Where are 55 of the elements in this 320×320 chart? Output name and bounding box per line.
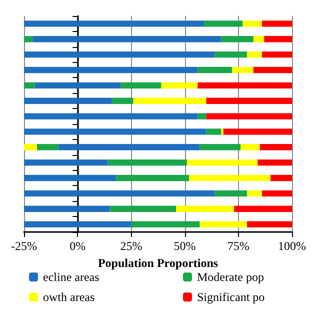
legend-label: Moderate pop [197, 270, 264, 284]
legend-label: Significant po [197, 290, 265, 304]
bar [253, 36, 264, 42]
x-tick-label: 75% [227, 239, 250, 253]
bar [262, 190, 292, 197]
bar [198, 82, 292, 89]
bar [258, 159, 292, 166]
bar [176, 206, 234, 212]
bar [242, 20, 262, 27]
bar [112, 98, 134, 104]
x-tick-label: 25% [120, 239, 142, 253]
bar [108, 159, 187, 166]
bar [36, 144, 58, 150]
x-axis-title: Population Proportions [98, 256, 218, 270]
bar [116, 174, 190, 182]
bar [221, 36, 254, 42]
bar [223, 128, 292, 135]
x-tick-label: -25% [11, 239, 37, 253]
legend-label: owth areas [43, 290, 95, 304]
legend-label: ecline areas [43, 270, 100, 284]
bar [264, 36, 292, 42]
bar [204, 20, 243, 27]
bar [189, 174, 271, 182]
x-tick-label: 100% [278, 239, 306, 253]
bar [161, 82, 198, 89]
bar [206, 128, 222, 135]
bar [110, 206, 176, 212]
bar [214, 190, 247, 197]
bar [234, 206, 292, 212]
bar [120, 82, 162, 89]
bar [246, 190, 262, 197]
bar [200, 144, 241, 150]
bar [253, 66, 292, 74]
bar [214, 51, 247, 58]
x-tick-label: 50% [174, 239, 196, 253]
bar [206, 113, 292, 120]
bar [262, 20, 292, 27]
bar [246, 51, 262, 58]
bar [260, 144, 292, 150]
bar [262, 51, 292, 58]
bar [131, 221, 200, 228]
bar [133, 98, 206, 104]
bar [198, 113, 206, 120]
bar [270, 174, 292, 182]
bar [246, 221, 292, 228]
x-tick-label: 0% [70, 239, 86, 253]
bar [232, 66, 254, 74]
bar [240, 144, 260, 150]
bar [24, 36, 33, 42]
bar [186, 159, 258, 166]
bar [206, 98, 292, 104]
bar [198, 66, 232, 74]
bar [24, 82, 35, 89]
bar [200, 221, 247, 228]
bar [24, 144, 37, 150]
